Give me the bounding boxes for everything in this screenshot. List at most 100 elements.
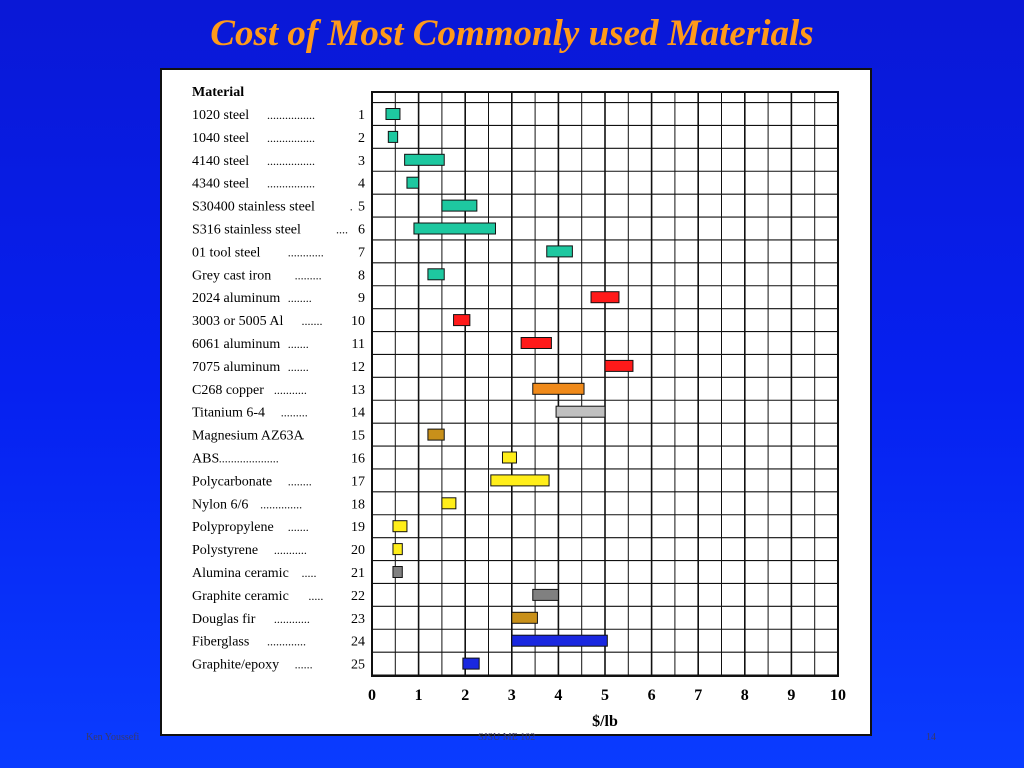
material-number: 1 (358, 108, 365, 123)
cost-range-bar (590, 291, 620, 304)
leader-dots: ................ (267, 131, 315, 145)
material-name: Polystyrene (192, 543, 258, 558)
material-number: 13 (351, 383, 365, 398)
cost-range-bar (453, 314, 471, 327)
footer-course: SJSU ME 102 (478, 732, 536, 743)
material-number: 21 (351, 566, 365, 581)
leader-dots: ................ (267, 177, 315, 191)
material-number: 19 (351, 520, 365, 535)
x-tick-label: 3 (508, 687, 516, 704)
leader-dots: . (302, 429, 305, 443)
cost-range-bar (392, 520, 408, 533)
leader-dots: ....... (288, 520, 309, 534)
x-tick-label: 5 (601, 687, 609, 704)
chart-header-label: Material (192, 85, 244, 100)
material-name: 4340 steel (192, 177, 249, 192)
material-name: C268 copper (192, 383, 264, 398)
material-name: 2024 aluminum (192, 291, 280, 306)
material-name: ABS (192, 452, 219, 467)
cost-range-bar (441, 199, 478, 212)
cost-range-bar (462, 657, 480, 670)
material-name: Graphite ceramic (192, 589, 289, 604)
leader-dots: ............. (267, 635, 306, 649)
x-tick-label: 1 (415, 687, 423, 704)
slide-title: Cost of Most Commonly used Materials (210, 13, 814, 54)
material-number: 20 (351, 543, 365, 558)
material-number: 24 (351, 635, 365, 650)
cost-range-bar (441, 497, 457, 510)
material-number: 14 (351, 406, 365, 421)
material-number: 11 (352, 337, 365, 352)
cost-range-bar (387, 130, 399, 143)
material-name: Alumina ceramic (192, 566, 289, 581)
material-name: 1020 steel (192, 108, 249, 123)
x-tick-label: 4 (554, 687, 562, 704)
material-name: Fiberglass (192, 635, 249, 650)
cost-range-bar (546, 245, 573, 258)
material-number: 6 (358, 223, 365, 238)
leader-dots: ....... (288, 360, 309, 374)
leader-dots: .................... (219, 452, 279, 466)
leader-dots: ................ (267, 154, 315, 168)
x-tick-label: 10 (830, 687, 846, 704)
x-tick-label: 2 (461, 687, 469, 704)
material-cost-chart: Material 1020 steel 1................ 1040 … (192, 85, 846, 730)
footer-page-number: 14 (926, 732, 936, 743)
material-number: 4 (358, 177, 365, 192)
leader-dots: ......... (295, 268, 322, 282)
cost-range-bar (532, 382, 585, 395)
cost-range-bar (385, 108, 401, 120)
x-tick-label: 6 (648, 687, 656, 704)
material-name: Nylon 6/6 (192, 497, 248, 512)
leader-dots: .... (336, 223, 348, 237)
cost-range-bar (555, 405, 606, 418)
cost-range-bar (604, 359, 634, 372)
leader-dots: ........... (274, 543, 307, 557)
cost-range-bar (404, 153, 445, 166)
material-number: 2 (358, 131, 365, 146)
leader-dots: ......... (281, 406, 308, 420)
cost-range-bar (532, 588, 559, 601)
material-number: 15 (351, 429, 365, 444)
cost-range-bar (520, 337, 552, 349)
material-number: 16 (351, 452, 365, 467)
material-number: 3 (358, 154, 365, 169)
leader-dots: ............ (274, 612, 310, 626)
material-number: 18 (351, 497, 365, 512)
material-number: 12 (351, 360, 365, 375)
x-tick-label: 7 (694, 687, 702, 704)
material-number: 9 (358, 291, 365, 306)
leader-dots: ........ (288, 474, 312, 488)
material-name: Polypropylene (192, 520, 274, 535)
leader-dots: ........... (274, 383, 307, 397)
material-name: 4140 steel (192, 154, 249, 169)
material-name: 3003 or 5005 Al (192, 314, 284, 329)
material-name: 1040 steel (192, 131, 249, 146)
material-number: 7 (358, 245, 365, 260)
leader-dots: .............. (260, 497, 302, 511)
material-name: Magnesium AZ63A (192, 429, 304, 444)
material-number: 25 (351, 658, 365, 673)
cost-range-bar (511, 634, 608, 647)
material-name: Graphite/epoxy (192, 658, 279, 673)
cost-range-bar (501, 451, 517, 464)
material-number: 23 (351, 612, 365, 627)
x-tick-label: 8 (741, 687, 749, 704)
x-tick-label: 0 (368, 687, 376, 704)
cost-range-bar (511, 611, 538, 624)
material-number: 5 (358, 200, 365, 215)
x-tick-label: 9 (787, 687, 795, 704)
material-number: 22 (351, 589, 365, 604)
material-name: 6061 aluminum (192, 337, 280, 352)
material-number: 8 (358, 268, 365, 283)
cost-range-bar (427, 268, 445, 281)
material-number: 10 (351, 314, 365, 329)
cost-range-bar (490, 474, 550, 487)
leader-dots: . (350, 200, 353, 214)
leader-dots: ............ (288, 245, 324, 259)
leader-dots: ....... (302, 314, 323, 328)
material-name: 7075 aluminum (192, 360, 280, 375)
material-name: Polycarbonate (192, 474, 272, 489)
material-name: S30400 stainless steel (192, 200, 315, 215)
material-name: Titanium 6-4 (192, 406, 265, 421)
